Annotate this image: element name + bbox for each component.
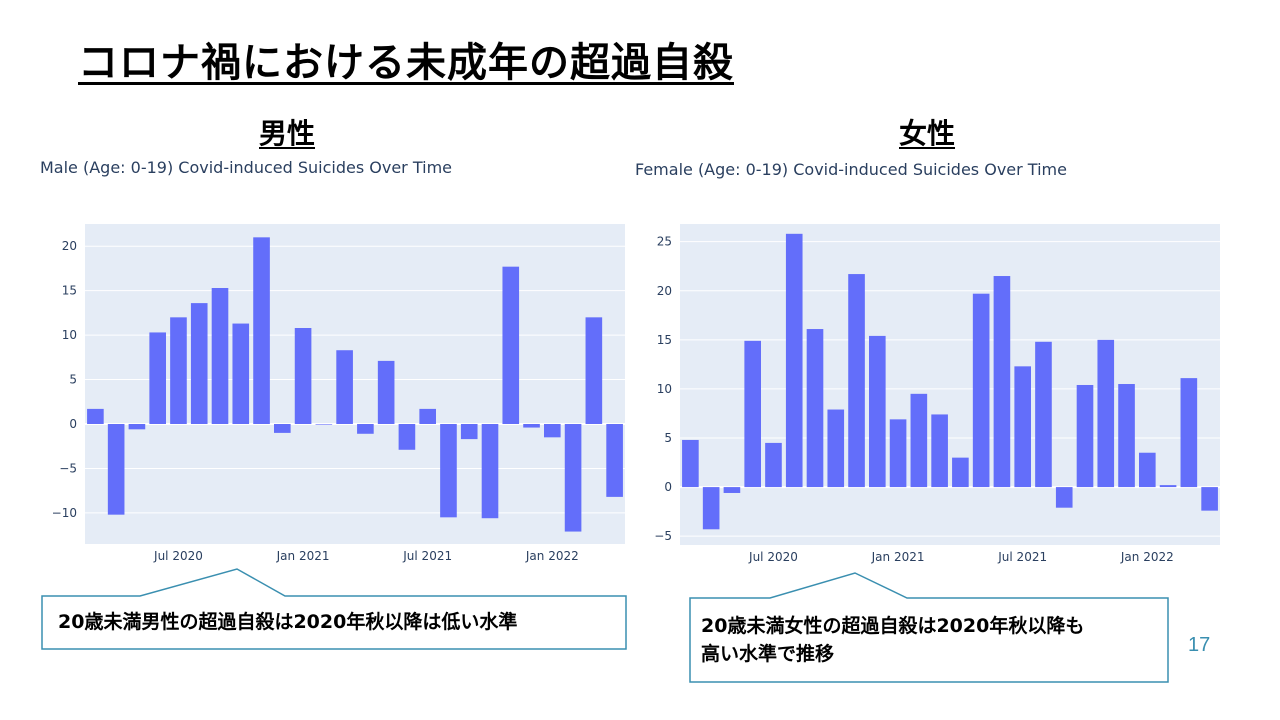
male-ytick-label: 0 <box>69 417 77 431</box>
female-callout-box <box>689 572 1169 683</box>
female-chart-title: Female (Age: 0-19) Covid-induced Suicide… <box>635 160 1067 179</box>
female-xtick-label: Jan 2021 <box>871 550 925 564</box>
male-ytick-label: 15 <box>62 284 77 298</box>
female-callout-line2: 高い水準で推移 <box>701 643 835 665</box>
female-bar <box>1118 384 1135 488</box>
female-ytick-label: 0 <box>664 480 672 494</box>
female-bar <box>952 457 969 488</box>
female-bar <box>1014 366 1031 488</box>
male-callout-text: 20歳未満男性の超過自殺は2020年秋以降は低い水準 <box>58 611 518 633</box>
male-ytick-label: 10 <box>62 328 77 342</box>
male-bar <box>585 317 603 424</box>
male-ytick-label: −5 <box>59 461 77 475</box>
male-bar <box>357 424 374 434</box>
female-bar <box>1097 339 1115 488</box>
female-bar <box>1139 452 1156 488</box>
male-ytick-label: −10 <box>52 506 77 520</box>
female-bar <box>785 233 803 488</box>
male-bar <box>107 424 125 515</box>
female-bar <box>702 487 720 530</box>
male-xtick-label: Jan 2022 <box>525 549 579 563</box>
female-bar <box>1159 485 1177 488</box>
slide-title: コロナ禍における未成年の超過自殺 <box>78 40 734 86</box>
male-bar <box>440 424 457 518</box>
female-ytick-label: 20 <box>657 284 672 298</box>
male-bar <box>419 408 436 424</box>
female-heading: 女性 <box>899 117 956 150</box>
male-bar <box>274 424 291 433</box>
male-bar <box>149 332 166 424</box>
male-bar <box>606 424 623 497</box>
male-bar-chart: −10 −5 0 5 10 15 20 Jul 2020 Jan 2021 Jul 2021 Jan… <box>52 224 625 563</box>
male-bar <box>564 424 582 532</box>
page-number: 17 <box>1188 634 1211 656</box>
female-bar <box>1201 487 1218 511</box>
female-xtick-label: Jan 2022 <box>1120 550 1174 564</box>
female-bar <box>723 487 741 493</box>
male-bar <box>294 328 312 424</box>
female-ytick-label: 15 <box>657 333 672 347</box>
female-ytick-label: 5 <box>664 431 672 445</box>
male-bar <box>190 303 208 424</box>
male-xtick-label: Jul 2021 <box>402 549 452 563</box>
female-bar <box>931 414 948 488</box>
female-bar <box>1055 487 1073 508</box>
male-bar <box>232 323 250 424</box>
female-bar <box>1180 378 1198 488</box>
male-callout-box <box>41 568 627 650</box>
male-ytick-label: 5 <box>69 373 77 387</box>
female-bar <box>889 419 907 488</box>
female-bar <box>993 276 1011 488</box>
female-bar <box>848 274 865 488</box>
female-bar <box>910 393 928 488</box>
male-bar <box>87 408 104 424</box>
female-xtick-label: Jul 2020 <box>748 550 798 564</box>
female-bar <box>806 329 824 488</box>
male-bar <box>377 360 395 424</box>
male-xtick-label: Jan 2021 <box>276 549 330 563</box>
female-bar-chart: −5 0 5 10 15 20 25 Jul 2020 Jan 2021 Jul 2021 Jan … <box>654 224 1220 564</box>
female-ytick-label: 10 <box>657 382 672 396</box>
male-xtick-label: Jul 2020 <box>153 549 203 563</box>
female-ytick-label: −5 <box>654 529 672 543</box>
male-bar <box>315 424 333 425</box>
male-bar <box>211 288 229 424</box>
male-bar <box>481 424 499 519</box>
male-bar <box>128 424 146 430</box>
male-bar <box>398 424 416 450</box>
female-bar <box>869 335 886 488</box>
male-bar <box>460 424 478 440</box>
male-heading: 男性 <box>259 117 316 150</box>
female-bar <box>1076 384 1094 488</box>
male-bar <box>253 237 270 424</box>
female-bar <box>682 439 699 488</box>
female-bar <box>765 442 782 488</box>
female-bar <box>972 293 990 488</box>
female-xtick-label: Jul 2021 <box>997 550 1047 564</box>
female-bar <box>1035 341 1052 488</box>
male-bar <box>544 424 561 438</box>
male-ytick-label: 20 <box>62 239 77 253</box>
male-bar <box>336 350 353 424</box>
female-ytick-label: 25 <box>657 235 672 249</box>
male-bar <box>502 266 520 424</box>
male-chart-title: Male (Age: 0-19) Covid-induced Suicides … <box>40 158 452 177</box>
male-bar <box>523 424 540 428</box>
male-bar <box>170 317 187 424</box>
female-bar <box>744 340 761 488</box>
female-callout-line1: 20歳未満女性の超過自殺は2020年秋以降も <box>701 615 1085 637</box>
female-bar <box>827 409 845 488</box>
